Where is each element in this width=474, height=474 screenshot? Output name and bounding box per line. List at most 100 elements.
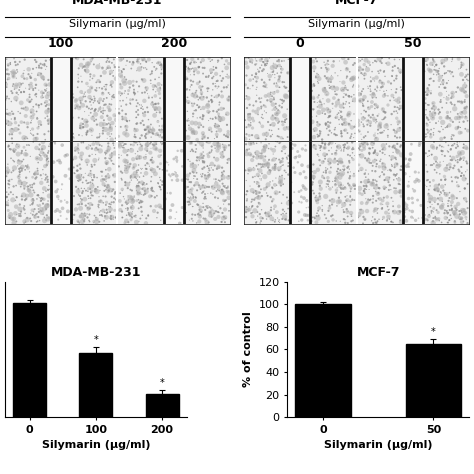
Point (224, 110, 231, 118)
Point (249, 173, 256, 181)
Point (372, 167, 379, 175)
Point (344, 208, 352, 215)
Point (54, 193, 62, 201)
Point (16, 201, 24, 208)
Point (127, 96, 134, 103)
Point (292, 154, 299, 162)
Point (346, 75, 354, 82)
Point (18, 181, 26, 188)
Point (463, 72, 470, 80)
Point (406, 207, 413, 214)
Point (118, 107, 126, 114)
Point (111, 112, 119, 120)
Point (365, 150, 373, 157)
Point (342, 84, 349, 92)
Point (195, 64, 202, 71)
Point (104, 209, 111, 216)
Point (142, 151, 150, 158)
Point (252, 219, 260, 227)
Point (111, 190, 118, 198)
Point (430, 77, 438, 85)
Point (16, 166, 24, 174)
Point (11, 115, 18, 122)
Point (343, 64, 350, 72)
Point (140, 185, 148, 192)
Point (281, 208, 288, 215)
Point (383, 121, 391, 128)
Point (140, 111, 148, 119)
Point (253, 139, 260, 147)
Point (116, 97, 124, 105)
Point (108, 154, 115, 161)
Point (309, 214, 317, 221)
Point (438, 151, 446, 158)
Point (359, 102, 366, 109)
Point (37, 155, 45, 163)
Point (88, 96, 96, 103)
Point (33, 108, 40, 115)
Point (385, 205, 393, 213)
Point (363, 183, 370, 191)
Point (178, 147, 185, 155)
Point (9, 146, 17, 154)
Point (24, 161, 32, 169)
Point (458, 214, 465, 222)
Point (153, 192, 161, 200)
Point (7, 61, 14, 68)
Point (381, 73, 389, 80)
Point (88, 132, 96, 139)
Point (265, 91, 273, 99)
Point (148, 185, 155, 192)
Point (458, 209, 465, 217)
Point (344, 164, 351, 172)
Point (96, 198, 104, 205)
Point (39, 74, 47, 82)
Point (388, 218, 395, 226)
Point (118, 175, 125, 182)
Point (355, 128, 363, 135)
Point (195, 123, 202, 131)
Point (392, 161, 400, 168)
Point (332, 181, 339, 188)
Point (460, 154, 467, 162)
Point (78, 139, 85, 146)
Point (259, 163, 267, 170)
Point (253, 154, 261, 162)
Point (457, 59, 465, 66)
Point (385, 186, 392, 194)
Point (7, 189, 15, 196)
Point (210, 183, 217, 191)
Point (274, 108, 282, 116)
Point (291, 169, 299, 176)
Point (267, 89, 274, 96)
Point (138, 208, 146, 215)
Point (459, 76, 467, 84)
Point (442, 56, 450, 64)
Point (118, 115, 126, 123)
Point (150, 126, 157, 134)
Point (118, 187, 126, 194)
Point (8, 87, 16, 95)
Point (103, 120, 110, 128)
Point (246, 145, 253, 153)
Point (212, 115, 219, 122)
Point (138, 211, 146, 219)
Point (182, 97, 189, 105)
Point (456, 214, 464, 221)
Point (366, 145, 374, 153)
Point (316, 121, 324, 128)
Point (294, 148, 301, 155)
Point (344, 151, 352, 159)
Point (327, 138, 335, 146)
Point (354, 74, 362, 82)
Point (158, 141, 165, 148)
Point (326, 112, 334, 120)
Point (284, 200, 292, 207)
Point (344, 55, 352, 63)
Point (188, 185, 196, 193)
Point (265, 126, 273, 134)
Point (405, 160, 412, 168)
Point (270, 95, 278, 103)
Point (78, 218, 86, 225)
Point (123, 117, 131, 125)
